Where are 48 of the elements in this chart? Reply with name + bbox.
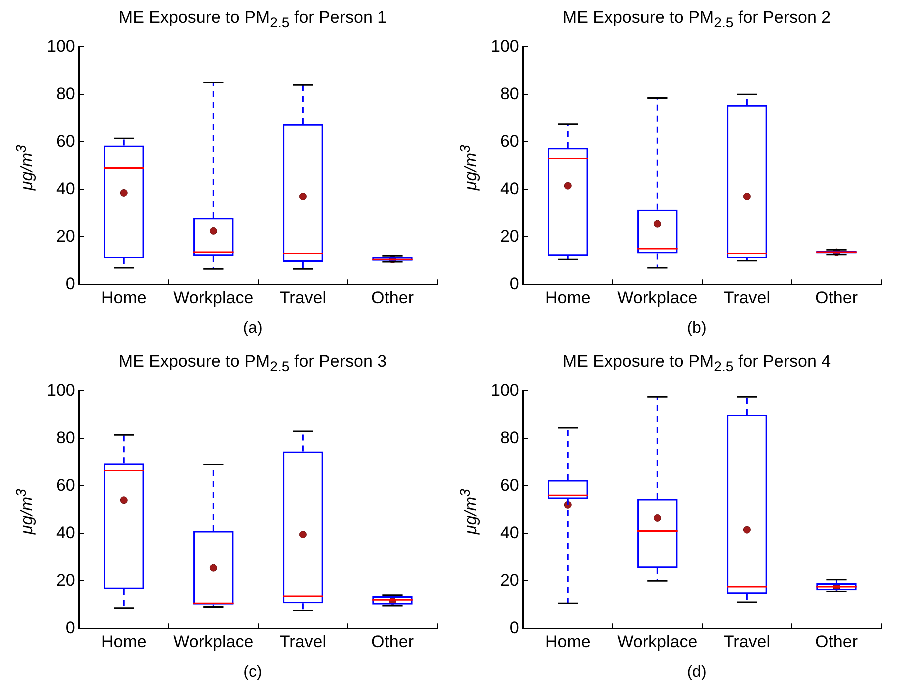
y-tick-label: 0 [510, 274, 520, 294]
x-axis-title: (b) [686, 320, 708, 338]
x-tick-label: Workplace [618, 288, 698, 308]
y-tick-label: 100 [490, 380, 520, 400]
x-tick-label: Home [101, 288, 147, 308]
y-tick-label: 80 [56, 428, 76, 448]
x-tick-label: Workplace [618, 632, 698, 652]
x-axis-title: (a) [242, 320, 264, 338]
x-axis-title: (c) [242, 664, 264, 682]
chart-title: ME Exposure to PM$_{2.5}$ for Person 2 [562, 8, 832, 32]
x-tick-label: Other [815, 632, 858, 652]
y-tick-label: 40 [56, 179, 76, 198]
x-tick-label: Other [815, 288, 858, 308]
y-tick-label: 0 [66, 274, 76, 294]
chart-title: ME Exposure to PM$_{2.5}$ for Person 3 [118, 352, 388, 376]
x-tick-label: Other [371, 632, 414, 652]
y-tick-label: 20 [56, 570, 76, 590]
y-tick-label: 80 [500, 428, 520, 448]
y-tick-label: 100 [46, 380, 76, 400]
y-tick-label: 0 [66, 618, 76, 638]
x-tick-label: Home [101, 632, 147, 652]
x-tick-label: Workplace [174, 632, 254, 652]
y-tick-label: 20 [500, 226, 520, 246]
x-tick-label: Workplace [174, 288, 254, 308]
y-tick-label: 60 [56, 132, 76, 151]
y-tick-label: 40 [500, 523, 520, 542]
chart-title: ME Exposure to PM$_{2.5}$ for Person 4 [562, 352, 832, 376]
y-tick-label: 100 [46, 36, 76, 56]
y-tick-label: 60 [56, 476, 76, 495]
x-tick-label: Travel [724, 288, 771, 308]
y-tick-label: 100 [490, 36, 520, 56]
x-tick-label: Other [371, 288, 414, 308]
y-tick-label: 20 [500, 570, 520, 590]
x-tick-label: Travel [724, 632, 771, 652]
x-axis-title: (d) [686, 664, 708, 682]
y-tick-label: 20 [56, 226, 76, 246]
y-tick-label: 60 [500, 132, 520, 151]
chart-title: ME Exposure to PM$_{2.5}$ for Person 1 [118, 8, 388, 32]
y-tick-label: 40 [56, 523, 76, 542]
y-tick-label: 0 [510, 618, 520, 638]
x-tick-label: Travel [280, 288, 327, 308]
x-tick-label: Home [545, 288, 591, 308]
y-tick-label: 60 [500, 476, 520, 495]
y-tick-label: 80 [56, 84, 76, 104]
x-tick-label: Home [545, 632, 591, 652]
y-tick-label: 80 [500, 84, 520, 104]
y-tick-label: 40 [500, 179, 520, 198]
x-tick-label: Travel [280, 632, 327, 652]
